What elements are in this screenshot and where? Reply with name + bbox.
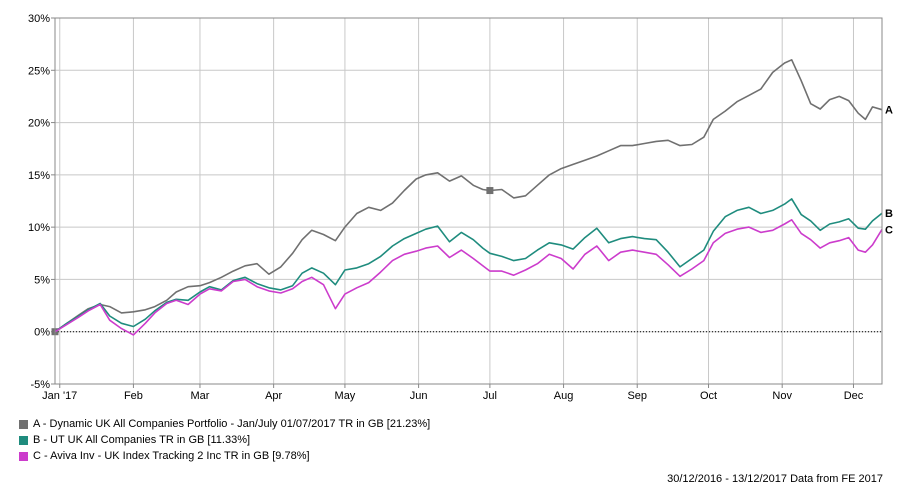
series-line-b (54, 198, 883, 333)
series-marker (486, 187, 494, 195)
x-tick-label: Oct (700, 390, 717, 402)
y-tick-label: 10% (28, 222, 50, 234)
x-tick-label: Aug (554, 390, 574, 402)
legend: A - Dynamic UK All Companies Portfolio -… (19, 416, 430, 464)
line-chart: -5% 0% 5% 10% 15% 20% 25% 30% Jan '17 Feb Mar Apr M… (28, 13, 893, 402)
series-end-label: C (885, 224, 893, 236)
x-axis: Jan '17 Feb Mar Apr May Jun Jul Aug Sep Oct Nov Dec (42, 384, 864, 402)
legend-item: B - UT UK All Companies TR in GB [11.33%… (19, 432, 430, 448)
legend-label: A - Dynamic UK All Companies Portfolio -… (33, 418, 431, 430)
legend-item: C - Aviva Inv - UK Index Tracking 2 Inc … (19, 448, 430, 464)
y-tick-label: 0% (34, 327, 50, 339)
series-line-c (54, 219, 883, 336)
legend-label: C - Aviva Inv - UK Index Tracking 2 Inc … (33, 450, 310, 462)
chart-grid (55, 17, 882, 385)
y-tick-label: -5% (30, 379, 50, 391)
x-tick-label: Jan '17 (42, 390, 77, 402)
y-tick-label: 25% (28, 65, 50, 77)
legend-swatch (19, 435, 28, 445)
x-tick-label: Apr (265, 390, 282, 402)
legend-swatch (19, 419, 28, 429)
x-tick-label: Mar (190, 390, 209, 402)
series-end-label: A (885, 105, 893, 117)
y-axis: -5% 0% 5% 10% 15% 20% 25% 30% (28, 13, 55, 391)
x-tick-label: Jul (483, 390, 497, 402)
series-line-a (54, 59, 883, 333)
y-tick-label: 20% (28, 118, 50, 130)
y-tick-label: 5% (34, 274, 50, 286)
legend-label: B - UT UK All Companies TR in GB [11.33%… (33, 434, 251, 446)
x-tick-label: Nov (772, 390, 792, 402)
y-tick-label: 15% (28, 170, 50, 182)
y-tick-label: 30% (28, 13, 50, 25)
x-tick-label: Jun (410, 390, 428, 402)
footer-date-range: 30/12/2016 - 13/12/2017 Data from FE 201… (667, 473, 883, 485)
series-end-label: B (885, 208, 893, 220)
plot-frame (54, 17, 883, 385)
x-tick-label: Feb (124, 390, 143, 402)
series-layer: A BC (51, 59, 893, 336)
x-tick-label: Sep (627, 390, 647, 402)
x-tick-label: May (335, 390, 356, 402)
x-tick-label: Dec (844, 390, 864, 402)
legend-swatch (19, 451, 28, 461)
legend-item: A - Dynamic UK All Companies Portfolio -… (19, 416, 430, 432)
